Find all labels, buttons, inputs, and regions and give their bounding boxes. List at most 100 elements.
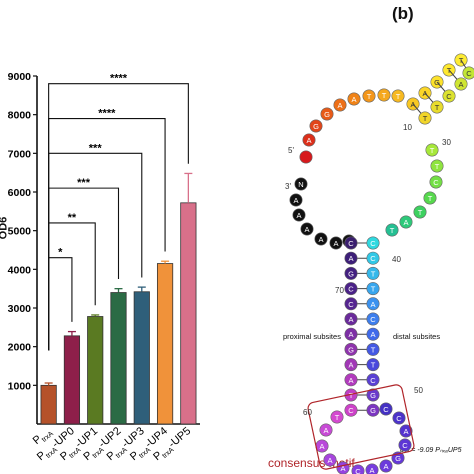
nucleotide-letter: A bbox=[348, 315, 353, 324]
nucleotide bbox=[289, 193, 303, 207]
nucleotide-letter: T bbox=[430, 146, 435, 155]
nucleotide-letter: A bbox=[348, 330, 353, 339]
position-label: 5' bbox=[288, 146, 294, 155]
y-tick-label: 4000 bbox=[8, 264, 32, 276]
nucleotide-letter: C bbox=[402, 441, 408, 450]
nucleotide-letter: T bbox=[335, 413, 340, 422]
nucleotide bbox=[320, 107, 334, 121]
nucleotide bbox=[347, 92, 361, 106]
position-label: 40 bbox=[392, 255, 401, 264]
y-tick-label: 1000 bbox=[8, 380, 32, 392]
y-tick-label: 6000 bbox=[8, 187, 32, 199]
nucleotide bbox=[309, 119, 323, 133]
nucleotide-letter: A bbox=[319, 442, 324, 451]
nucleotide bbox=[391, 89, 405, 103]
nucleotide-letter: G bbox=[313, 122, 319, 131]
nucleotide-letter: T bbox=[428, 194, 433, 203]
nucleotide-letter: A bbox=[458, 80, 463, 89]
nucleotide-letter: A bbox=[337, 101, 342, 110]
nucleotide-letter: A bbox=[333, 239, 338, 248]
nucleotide bbox=[366, 388, 380, 402]
nucleotide bbox=[344, 342, 358, 356]
nucleotide-letter: C bbox=[355, 467, 361, 474]
nucleotide bbox=[366, 403, 380, 417]
nucleotide-letter: G bbox=[370, 391, 376, 400]
nucleotide bbox=[292, 208, 306, 222]
y-tick-label: 5000 bbox=[8, 226, 32, 238]
nucleotide bbox=[379, 402, 393, 416]
nucleotide bbox=[302, 133, 316, 147]
proximal-subsites-label: proximal subsites bbox=[283, 332, 341, 341]
nucleotide-letter: A bbox=[348, 376, 353, 385]
nucleotide bbox=[366, 358, 380, 372]
nucleotide bbox=[366, 236, 380, 250]
nucleotide bbox=[330, 410, 344, 424]
nucleotide-letter: A bbox=[318, 235, 323, 244]
nucleotide bbox=[385, 223, 399, 237]
position-label: 70 bbox=[335, 286, 344, 295]
nucleotide-letter: A bbox=[340, 464, 345, 473]
nucleotide bbox=[300, 222, 314, 236]
nucleotide-letter: T bbox=[435, 162, 440, 171]
y-tick-label: 8000 bbox=[8, 110, 32, 122]
nucleotide bbox=[366, 282, 380, 296]
position-label: 50 bbox=[414, 386, 423, 395]
nucleotide-letter: A bbox=[304, 225, 309, 234]
nucleotide-letter: N bbox=[298, 180, 303, 189]
nucleotide bbox=[344, 297, 358, 311]
nucleotide-letter: G bbox=[348, 345, 354, 354]
position-label: 30 bbox=[442, 138, 451, 147]
nucleotide bbox=[344, 266, 358, 280]
nucleotide-letter: A bbox=[296, 211, 301, 220]
nucleotide bbox=[398, 438, 412, 452]
position-label: 60 bbox=[303, 408, 312, 417]
nucleotide bbox=[399, 424, 413, 438]
position-label: 3' bbox=[285, 182, 291, 191]
nucleotide bbox=[462, 66, 474, 80]
nucleotide-letter: T bbox=[423, 114, 428, 123]
nucleotide bbox=[366, 342, 380, 356]
y-tick-label: 9000 bbox=[8, 71, 32, 83]
nucleotide bbox=[344, 236, 358, 250]
nucleotide-letter: G bbox=[324, 110, 330, 119]
y-tick-label: 3000 bbox=[8, 303, 32, 315]
significance-label: ** bbox=[68, 212, 77, 224]
nucleotide bbox=[366, 266, 380, 280]
nucleotide-letter: T bbox=[367, 92, 372, 101]
nucleotide-letter: C bbox=[370, 315, 376, 324]
nucleotide bbox=[430, 159, 444, 173]
nucleotide-letter: C bbox=[348, 285, 354, 294]
y-tick-label: 7000 bbox=[8, 148, 32, 160]
nucleotide bbox=[319, 423, 333, 437]
significance-label: **** bbox=[110, 73, 128, 85]
nucleotide bbox=[423, 191, 437, 205]
nucleotide-letter: T bbox=[371, 345, 376, 354]
nucleotide-letter: T bbox=[390, 226, 395, 235]
nucleotide-letter: A bbox=[370, 300, 375, 309]
nucleotide bbox=[429, 175, 443, 189]
nucleotide-letter: A bbox=[369, 466, 374, 474]
nucleotide bbox=[362, 89, 376, 103]
bar-PtrxA-UP2 bbox=[110, 292, 127, 425]
nucleotide-letter: T bbox=[371, 285, 376, 294]
nucleotide-letter: A bbox=[348, 361, 353, 370]
distal-subsites-label: distal subsites bbox=[393, 332, 441, 341]
nucleotide bbox=[366, 373, 380, 387]
significance-label: **** bbox=[98, 108, 116, 120]
nucleotide-letter: T bbox=[418, 208, 423, 217]
significance-label: *** bbox=[77, 177, 91, 189]
nucleotide bbox=[329, 236, 343, 250]
nucleotide bbox=[365, 463, 379, 474]
nucleotide bbox=[366, 312, 380, 326]
nucleotide-letter: A bbox=[383, 462, 388, 471]
nucleotide-letter: A bbox=[403, 218, 408, 227]
nucleotide-letter: T bbox=[371, 361, 376, 370]
nucleotide-letter: C bbox=[466, 69, 472, 78]
nucleotide-letter: T bbox=[349, 391, 354, 400]
dg-annotation: dG = -9.09 PₙₓₐUP5 bbox=[400, 447, 462, 454]
nucleotide-letter: G bbox=[395, 454, 401, 463]
nucleotide bbox=[344, 388, 358, 402]
nucleotide-letter: A bbox=[323, 426, 328, 435]
nucleotide bbox=[344, 251, 358, 265]
nucleotide-letter: C bbox=[396, 414, 402, 423]
